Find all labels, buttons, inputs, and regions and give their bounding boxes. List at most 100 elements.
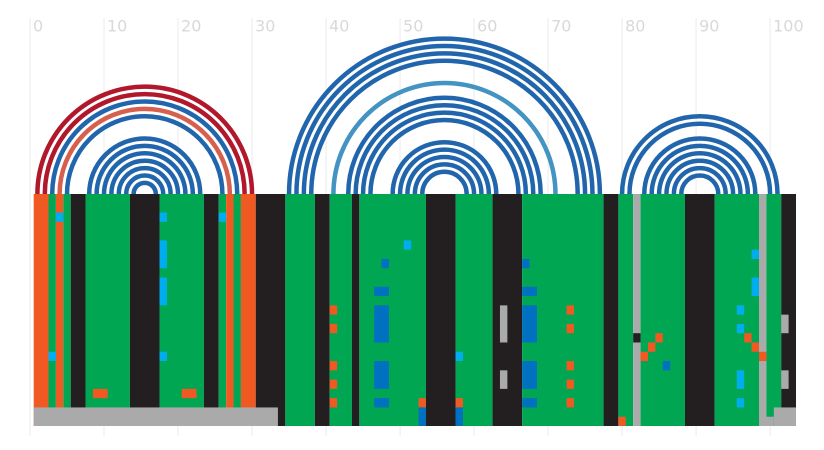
matrix-column — [633, 194, 641, 426]
matrix-column — [55, 194, 64, 426]
matrix-column — [285, 194, 315, 426]
matrix-cell — [781, 370, 789, 389]
matrix-cell — [736, 370, 745, 389]
matrix-column — [603, 194, 619, 426]
matrix-cell — [455, 351, 463, 362]
arc — [345, 95, 543, 195]
matrix-cell — [374, 305, 389, 343]
matrix-cell — [751, 249, 759, 259]
x-tick-label: 0 — [33, 17, 43, 36]
matrix-cell — [374, 398, 389, 408]
matrix-cell — [522, 286, 537, 297]
matrix-cell — [159, 240, 167, 269]
matrix-cell — [618, 416, 626, 426]
matrix-cell — [455, 398, 463, 408]
matrix-cell — [758, 351, 767, 362]
matrix-cell — [48, 351, 56, 362]
matrix-column — [129, 194, 160, 426]
arc — [57, 106, 233, 195]
arc — [619, 114, 780, 195]
arc — [368, 117, 521, 195]
arc — [405, 154, 484, 195]
x-tick-label: 90 — [699, 17, 719, 36]
arc — [656, 151, 743, 195]
arc — [109, 158, 181, 195]
matrix-column — [226, 194, 234, 426]
matrix-cell — [655, 333, 663, 343]
x-tick-label: 40 — [329, 17, 349, 36]
matrix-cell — [159, 277, 167, 306]
matrix-cell — [640, 351, 648, 362]
matrix-column — [85, 194, 130, 426]
matrix-column — [233, 194, 241, 426]
arc — [301, 51, 588, 195]
matrix-cell — [633, 333, 641, 343]
matrix-cell — [329, 305, 338, 315]
matrix-cell — [758, 416, 774, 426]
arc — [64, 114, 225, 195]
matrix-column — [640, 194, 685, 426]
arc — [649, 143, 751, 195]
arc — [35, 84, 255, 195]
matrix-column — [425, 194, 456, 426]
x-tick-label: 60 — [477, 17, 497, 36]
arc — [627, 121, 773, 195]
matrix-cell — [329, 323, 338, 334]
arc — [390, 139, 499, 195]
matrix-cell — [662, 361, 671, 371]
matrix-cell — [566, 398, 574, 408]
matrix-cell — [736, 398, 745, 408]
matrix-column — [218, 194, 227, 426]
matrix-cell — [522, 361, 537, 389]
arc — [671, 165, 728, 195]
matrix-column — [455, 194, 493, 426]
matrix-cell — [403, 240, 412, 250]
matrix-cell — [159, 212, 167, 222]
matrix-column — [314, 194, 330, 426]
matrix-cell — [381, 258, 389, 269]
matrix-cell — [374, 361, 389, 389]
arc — [308, 58, 580, 195]
arc — [420, 169, 469, 195]
x-tick-label: 30 — [255, 17, 275, 36]
matrix-cell — [499, 370, 508, 389]
x-tick-label: 20 — [181, 17, 201, 36]
matrix-cell — [374, 286, 389, 297]
matrix-cell — [522, 305, 537, 343]
matrix-column — [203, 194, 219, 426]
matrix-cell — [218, 212, 227, 222]
matrix-cell — [329, 398, 338, 408]
arc — [131, 180, 159, 195]
matrix-cell — [329, 361, 338, 371]
arc — [412, 162, 477, 195]
matrix-cell — [781, 314, 789, 334]
matrix-column — [159, 194, 204, 426]
matrix-cell — [736, 305, 745, 315]
matrix-column — [758, 194, 767, 426]
matrix-column — [63, 194, 71, 426]
matrix-cell — [566, 305, 574, 315]
matrix-cell — [455, 407, 463, 426]
matrix-cell — [33, 407, 278, 426]
arc — [49, 99, 240, 195]
matrix-cell — [751, 342, 759, 352]
matrix-column — [70, 194, 86, 426]
matrix-cell — [159, 351, 167, 362]
arc — [94, 143, 196, 195]
matrix-cell — [329, 379, 338, 389]
matrix-cell — [566, 361, 574, 371]
matrix-column — [33, 194, 49, 426]
arc — [294, 43, 595, 195]
arc — [86, 136, 203, 195]
matrix-cell — [418, 398, 426, 408]
arc — [679, 173, 721, 195]
arc — [360, 110, 529, 195]
matrix-cell — [522, 258, 530, 269]
x-tick-label: 70 — [551, 17, 571, 36]
arc — [397, 147, 492, 195]
x-tick-label: 100 — [773, 17, 804, 36]
matrix-column — [255, 194, 286, 426]
x-tick-label: 80 — [625, 17, 645, 36]
matrix-cell — [522, 398, 537, 408]
matrix-column — [781, 194, 796, 426]
